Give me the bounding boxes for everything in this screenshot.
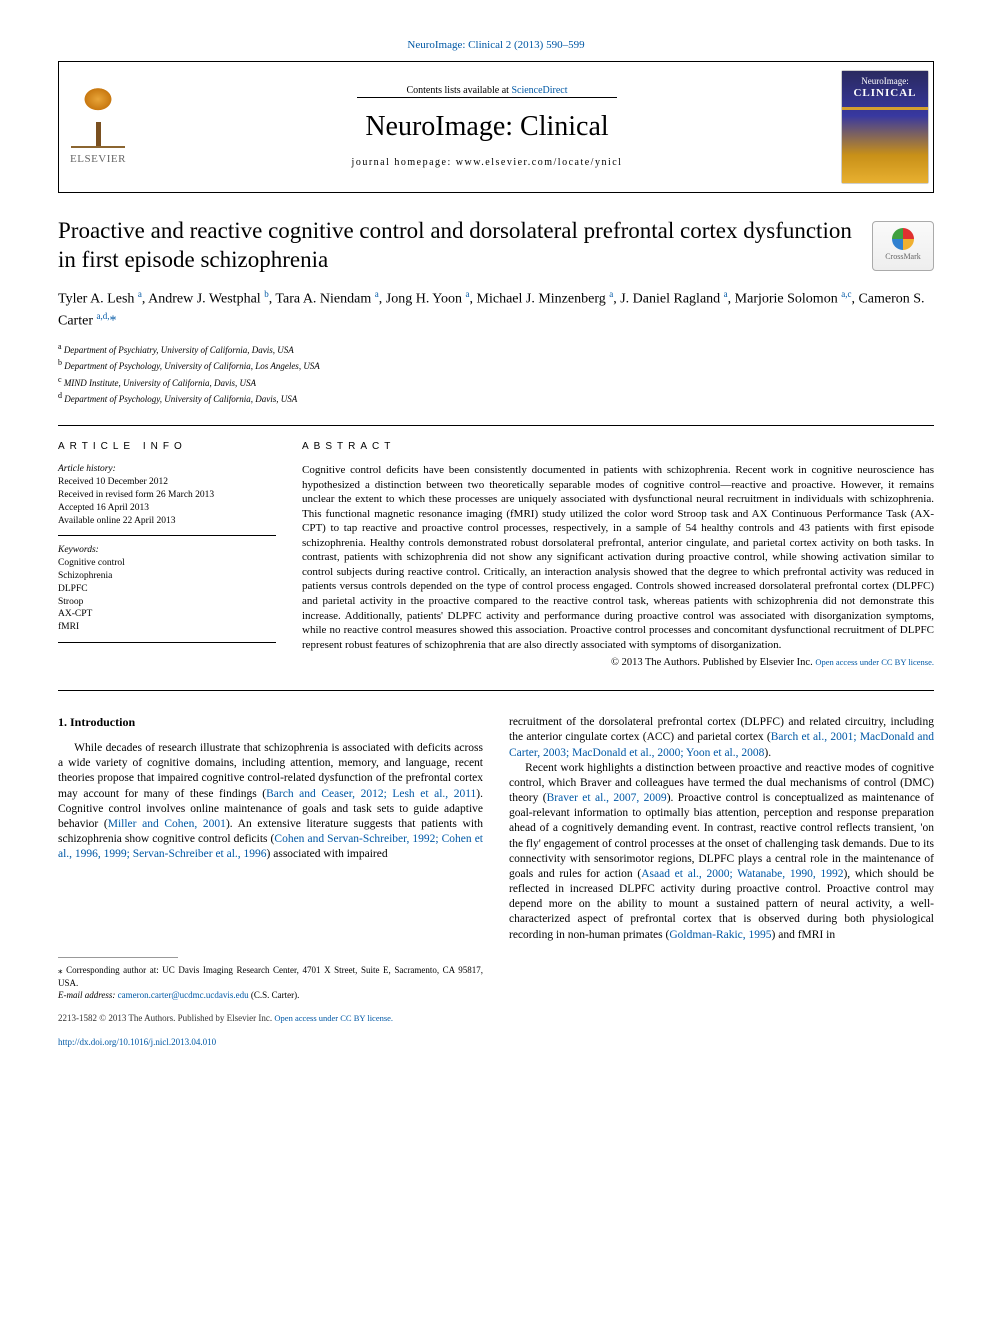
issn-text: 2213-1582 © 2013 The Authors. Published … (58, 1013, 272, 1023)
crossmark-badge[interactable]: CrossMark (872, 221, 934, 271)
issn-copyright: 2213-1582 © 2013 The Authors. Published … (58, 1013, 483, 1025)
affiliation-line: a Department of Psychiatry, University o… (58, 341, 934, 358)
affiliation-line: c MIND Institute, University of Californ… (58, 374, 934, 391)
affiliation-line: b Department of Psychology, University o… (58, 357, 934, 374)
email-footnote: E-mail address: cameron.carter@ucdmc.ucd… (58, 989, 483, 1001)
footnote-divider (58, 957, 178, 958)
journal-header: ELSEVIER Contents lists available at Sci… (58, 61, 934, 193)
keywords-block: Keywords: Cognitive controlSchizophrenia… (58, 544, 276, 643)
open-access-link[interactable]: Open access under CC BY license. (815, 657, 934, 667)
meta-divider-top (58, 425, 934, 426)
open-access-link-bottom[interactable]: Open access under CC BY license. (274, 1013, 393, 1023)
history-line: Available online 22 April 2013 (58, 515, 276, 528)
intro-p3: Recent work highlights a distinction bet… (509, 761, 934, 943)
journal-cover: NeuroImage: CLINICAL (837, 62, 933, 192)
cover-image: NeuroImage: CLINICAL (842, 71, 928, 183)
running-head-link[interactable]: NeuroImage: Clinical 2 (2013) 590–599 (58, 38, 934, 53)
article-title: Proactive and reactive cognitive control… (58, 217, 862, 275)
affiliations: a Department of Psychiatry, University o… (58, 341, 934, 407)
abstract-column: abstract Cognitive control deficits have… (302, 440, 934, 670)
email-suffix: (C.S. Carter). (249, 990, 300, 1000)
citation-link[interactable]: Asaad et al., 2000; Watanabe, 1990, 1992 (641, 868, 843, 880)
keyword: Cognitive control (58, 557, 276, 570)
intro-heading: 1. Introduction (58, 715, 483, 731)
email-label: E-mail address: (58, 990, 118, 1000)
abstract-heading: abstract (302, 440, 934, 454)
keyword: fMRI (58, 621, 276, 634)
article-info-column: article info Article history: Received 1… (58, 440, 276, 670)
avail-prefix: Contents lists available at (406, 85, 511, 96)
availability-line: Contents lists available at ScienceDirec… (137, 84, 837, 99)
cover-text-2: CLINICAL (842, 87, 928, 99)
history-line: Received in revised form 26 March 2013 (58, 489, 276, 502)
citation-link[interactable]: Miller and Cohen, 2001 (108, 818, 226, 830)
keyword: Stroop (58, 596, 276, 609)
email-link[interactable]: cameron.carter@ucdmc.ucdavis.edu (118, 990, 249, 1000)
citation-link[interactable]: Goldman-Rakic, 1995 (669, 929, 771, 941)
keyword: DLPFC (58, 583, 276, 596)
article-info-heading: article info (58, 440, 276, 454)
keywords-label: Keywords: (58, 544, 276, 557)
history-label: Article history: (58, 463, 276, 476)
header-center: Contents lists available at ScienceDirec… (137, 84, 837, 170)
copyright-text: © 2013 The Authors. Published by Elsevie… (611, 657, 813, 668)
doi-link[interactable]: http://dx.doi.org/10.1016/j.nicl.2013.04… (58, 1037, 216, 1047)
doi-line: http://dx.doi.org/10.1016/j.nicl.2013.04… (58, 1037, 483, 1049)
intro-p1: While decades of research illustrate tha… (58, 741, 483, 862)
cover-text-1: NeuroImage: (842, 77, 928, 87)
elsevier-tree-icon (71, 86, 125, 148)
body-columns: 1. Introduction While decades of researc… (58, 715, 934, 1048)
keyword: AX-CPT (58, 608, 276, 621)
crossmark-icon (892, 228, 914, 250)
intro-p2: recruitment of the dorsolateral prefront… (509, 715, 934, 761)
citation-link[interactable]: Braver et al., 2007, 2009 (547, 792, 667, 804)
publisher-logo: ELSEVIER (59, 62, 137, 192)
crossmark-label: CrossMark (885, 252, 921, 263)
affiliation-line: d Department of Psychology, University o… (58, 390, 934, 407)
history-line: Received 10 December 2012 (58, 476, 276, 489)
homepage-url[interactable]: www.elsevier.com/locate/ynicl (456, 157, 623, 168)
sciencedirect-link[interactable]: ScienceDirect (511, 85, 567, 96)
avail-divider (357, 97, 617, 98)
history-line: Accepted 16 April 2013 (58, 502, 276, 515)
article-history: Article history: Received 10 December 20… (58, 463, 276, 536)
corresponding-footnote: ⁎ Corresponding author at: UC Davis Imag… (58, 964, 483, 988)
copyright-line: © 2013 The Authors. Published by Elsevie… (302, 656, 934, 670)
cover-bar (842, 107, 928, 110)
citation-link[interactable]: Barch and Ceaser, 2012; Lesh et al., 201… (266, 788, 476, 800)
publisher-name: ELSEVIER (70, 152, 126, 167)
abstract-text: Cognitive control deficits have been con… (302, 463, 934, 652)
journal-title: NeuroImage: Clinical (137, 108, 837, 146)
author-list: Tyler A. Lesh a, Andrew J. Westphal b, T… (58, 288, 934, 331)
body-divider (58, 690, 934, 691)
keyword: Schizophrenia (58, 570, 276, 583)
homepage-line: journal homepage: www.elsevier.com/locat… (137, 156, 837, 170)
homepage-label: journal homepage: (352, 157, 456, 168)
